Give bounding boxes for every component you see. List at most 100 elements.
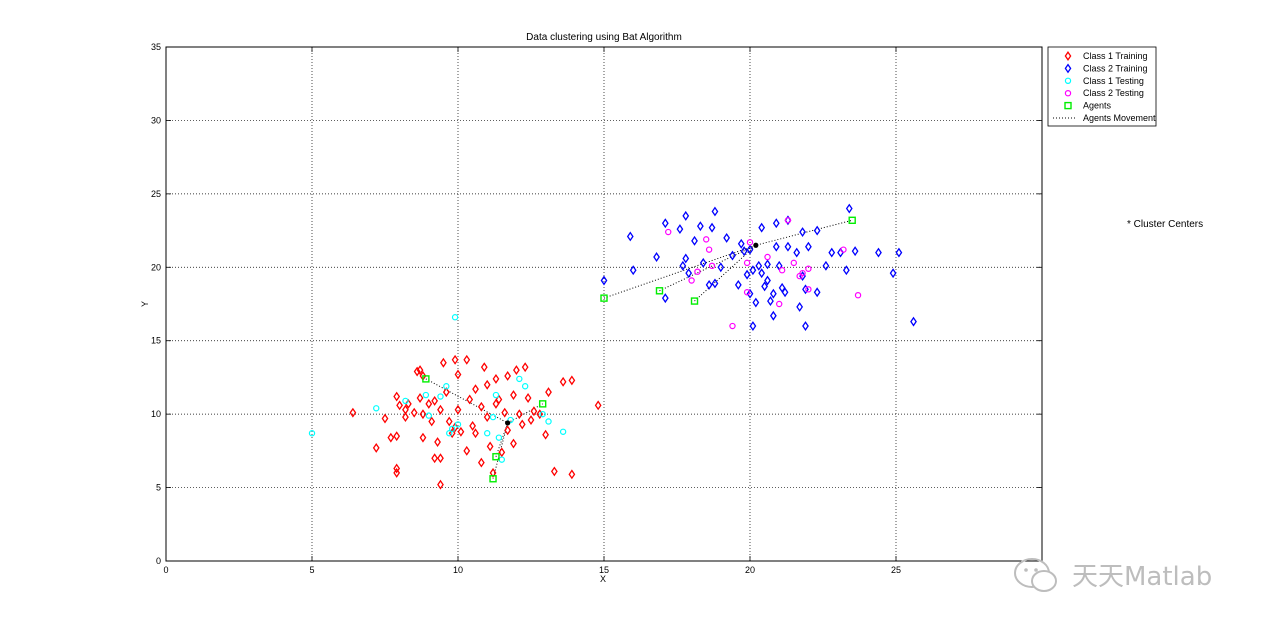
class-1-training-point bbox=[594, 400, 602, 411]
class-1-training-point bbox=[387, 432, 395, 443]
class-2-training-point bbox=[793, 247, 801, 258]
class-2-testing-point bbox=[790, 259, 798, 267]
class-2-testing-point bbox=[743, 259, 751, 267]
cluster-center-point bbox=[753, 242, 759, 248]
class-2-training-point bbox=[679, 260, 687, 271]
class-2-training-point bbox=[682, 253, 690, 264]
x-tick-label: 20 bbox=[745, 565, 755, 575]
watermark-text: 天天Matlab bbox=[1072, 562, 1212, 592]
class-1-training-point bbox=[568, 375, 576, 386]
class-2-training-point bbox=[769, 288, 777, 299]
class-1-testing-point bbox=[448, 425, 456, 433]
class-2-training-point bbox=[743, 269, 751, 280]
watermark: 天天Matlab bbox=[1014, 558, 1212, 592]
class-1-training-point bbox=[434, 437, 441, 447]
class-1-training-point bbox=[524, 393, 532, 403]
class-2-training-point bbox=[723, 232, 731, 243]
class-2-training-point bbox=[653, 252, 660, 262]
y-tick-label: 10 bbox=[151, 409, 161, 419]
class-1-training-point bbox=[349, 407, 357, 418]
agents-point bbox=[848, 216, 856, 224]
axis-ticks: 0 5 10 15 20 25 0 5 10 15 20 25 30 35 bbox=[151, 42, 1042, 575]
class-1-training-point bbox=[518, 419, 526, 430]
agents-point bbox=[690, 297, 699, 305]
class-1-training-point bbox=[431, 395, 439, 406]
class-1-testing-point bbox=[489, 413, 497, 421]
class-2-training-point bbox=[729, 250, 736, 261]
class-1-training-point bbox=[527, 415, 535, 425]
class-2-training-point bbox=[875, 247, 882, 258]
class-2-testing-point bbox=[805, 265, 812, 272]
class-2-testing-point bbox=[688, 277, 695, 284]
legend-swatch-class-1-training bbox=[1064, 51, 1072, 61]
class-1-training-point bbox=[393, 467, 401, 478]
x-tick-label: 5 bbox=[309, 565, 314, 575]
class-2-training-point bbox=[740, 246, 748, 257]
class-2-training-point bbox=[769, 310, 777, 321]
class-2-training-point bbox=[661, 218, 669, 229]
class-2-training-point bbox=[755, 260, 763, 271]
class-1-training-point bbox=[504, 425, 512, 436]
x-tick-label: 10 bbox=[453, 565, 463, 575]
class-1-testing-point bbox=[446, 430, 453, 437]
class-2-testing-point bbox=[743, 289, 751, 296]
class-2-training-point bbox=[828, 247, 836, 258]
y-tick-label: 5 bbox=[156, 483, 161, 493]
class-1-training-point bbox=[489, 467, 497, 478]
class-1-training-point bbox=[416, 393, 424, 403]
class-1-training-point bbox=[410, 407, 418, 418]
class-1-training-point bbox=[425, 398, 433, 409]
class-2-training-point bbox=[737, 238, 745, 249]
class-2-training-point bbox=[758, 222, 766, 233]
y-tick-label: 30 bbox=[151, 115, 161, 125]
class-2-testing-point bbox=[694, 268, 701, 275]
grid-lines bbox=[166, 47, 1042, 561]
class-1-training-point bbox=[372, 442, 380, 453]
class-1-training-point bbox=[477, 401, 485, 412]
class-2-training-point bbox=[764, 259, 771, 270]
class-1-training-point bbox=[451, 354, 459, 365]
legend-label-class-1-testing: Class 1 Testing bbox=[1083, 76, 1144, 86]
class-1-training-point bbox=[542, 429, 549, 440]
legend-label-class-2-training: Class 2 Training bbox=[1083, 63, 1148, 73]
class-2-testing-point bbox=[776, 300, 783, 308]
cluster-centers-annotation: * Cluster Centers bbox=[1127, 219, 1203, 230]
class-1-testing-point bbox=[373, 405, 380, 412]
class-1-training-point bbox=[504, 371, 512, 381]
class-2-testing-point bbox=[703, 236, 710, 243]
class-1-testing-point bbox=[402, 397, 409, 405]
class-1-testing-point bbox=[451, 314, 459, 321]
class-1-training-point bbox=[454, 404, 462, 415]
class-2-training-point bbox=[758, 268, 766, 279]
class-1-training-point bbox=[402, 412, 409, 423]
class-2-testing-point bbox=[665, 228, 672, 236]
class-2-training-point bbox=[767, 296, 774, 307]
class-1-training-point bbox=[442, 387, 450, 398]
agents-point bbox=[492, 453, 500, 461]
class-2-training-point bbox=[842, 265, 850, 276]
class-1-testing-point bbox=[521, 383, 529, 390]
class-2-training-point bbox=[889, 268, 897, 279]
class-2-training-point bbox=[705, 279, 713, 290]
legend-label-class-2-testing: Class 2 Testing bbox=[1083, 88, 1144, 98]
agent-movement-path bbox=[694, 244, 757, 302]
class-1-training-point bbox=[545, 387, 552, 398]
class-1-training-point bbox=[404, 398, 412, 409]
class-1-training-point bbox=[431, 453, 439, 464]
class-1-training-point bbox=[530, 406, 538, 417]
legend-label-class-1-training: Class 1 Training bbox=[1083, 51, 1148, 61]
class-1-testing-point bbox=[507, 416, 514, 424]
wechat-logo-icon bbox=[1014, 558, 1057, 592]
class-2-training-point bbox=[708, 222, 716, 233]
legend: Class 1 Training Class 2 Training Class 1 … bbox=[1047, 46, 1157, 127]
class-1-testing-point bbox=[559, 428, 567, 435]
class-2-testing-point bbox=[764, 253, 771, 261]
class-1-training-point bbox=[515, 409, 523, 420]
class-1-training-point bbox=[472, 428, 479, 439]
class-1-testing-point bbox=[484, 430, 491, 437]
class-1-training-point bbox=[495, 394, 503, 405]
class-1-training-point bbox=[440, 357, 447, 368]
y-tick-label: 0 bbox=[156, 556, 161, 566]
class-2-testing-point bbox=[854, 291, 862, 299]
class-2-training-point bbox=[796, 301, 804, 312]
